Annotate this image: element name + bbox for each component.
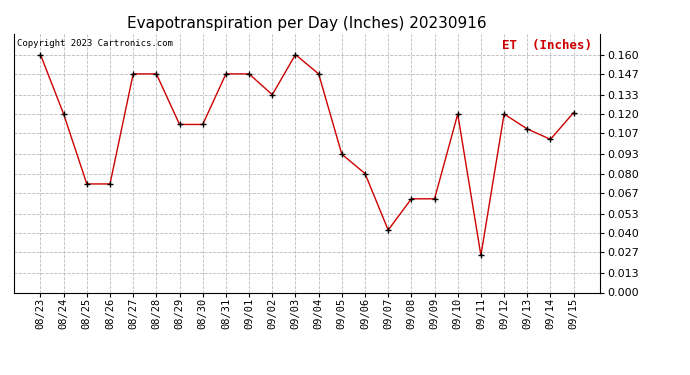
Text: Copyright 2023 Cartronics.com: Copyright 2023 Cartronics.com [17,39,172,48]
Text: ET  (Inches): ET (Inches) [502,39,591,52]
Title: Evapotranspiration per Day (Inches) 20230916: Evapotranspiration per Day (Inches) 2023… [127,16,487,31]
